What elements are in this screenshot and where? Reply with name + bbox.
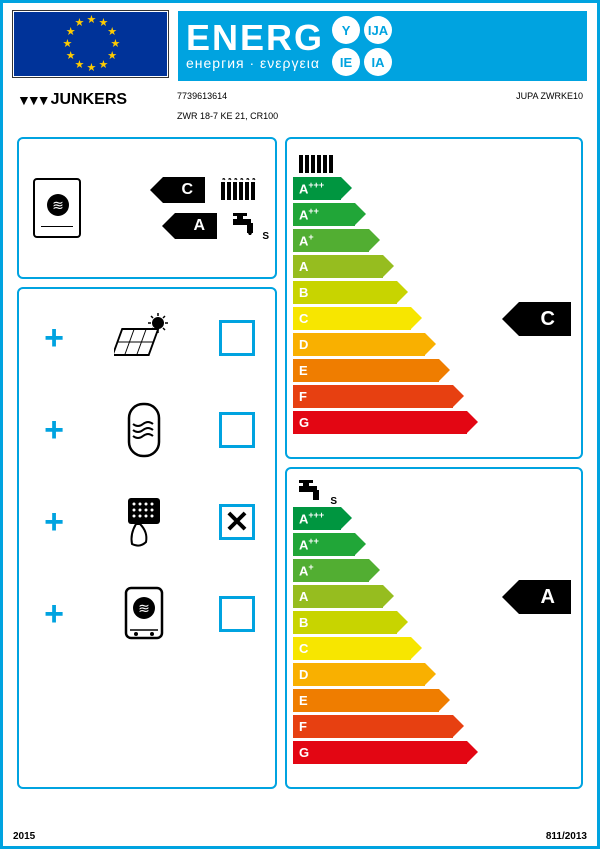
lang-circle: IA <box>364 48 392 76</box>
model-line: ZWR 18-7 KE 21, CR100 <box>177 111 583 121</box>
lang-circle: Y <box>332 16 360 44</box>
component-row: + <box>27 309 267 367</box>
efficiency-bar: F <box>293 715 453 738</box>
lang-circle: IE <box>332 48 360 76</box>
plus-icon: + <box>39 595 69 634</box>
summary-box: ≋ C A <box>17 137 277 279</box>
efficiency-bar: A+ <box>293 559 369 582</box>
components-box: +++✕+≋ <box>17 287 277 789</box>
energy-subtitle: енергия · ενεργεια <box>186 55 324 71</box>
tank-icon <box>109 401 179 459</box>
product-code: JUPA ZWRKE10 <box>516 91 583 101</box>
component-row: +≋ <box>27 585 267 643</box>
solar-icon <box>109 309 179 367</box>
footer-regulation: 811/2013 <box>546 831 587 842</box>
product-info-row: ▼▼▼ JUNKERS 7739613614 JUPA ZWRKE10 ZWR … <box>3 81 597 137</box>
efficiency-bar: D <box>293 663 425 686</box>
efficiency-bar: E <box>293 689 439 712</box>
efficiency-bar: B <box>293 611 397 634</box>
efficiency-bar: E <box>293 359 439 382</box>
footer: 2015 811/2013 <box>13 831 587 842</box>
language-circles: Y IJA IE IA <box>332 16 392 76</box>
eu-flag: ★★★★★★★★★★★★ <box>13 11 168 77</box>
component-checkbox <box>219 596 255 632</box>
energy-title-block: ENERG енергия · ενεργεια Y IJA IE IA <box>178 11 587 81</box>
brand-name: JUNKERS <box>51 91 127 109</box>
component-checkbox: ✕ <box>219 504 255 540</box>
plus-icon: + <box>39 411 69 450</box>
efficiency-bar: A+++ <box>293 507 341 530</box>
brand-logo: ▼▼▼ JUNKERS <box>17 91 127 109</box>
heating-rating-pointer: C <box>519 302 571 336</box>
radiator-icon <box>297 151 339 175</box>
efficiency-bar: A+ <box>293 229 369 252</box>
efficiency-bar: G <box>293 741 467 764</box>
boiler-icon: ≋ <box>109 585 179 643</box>
component-row: + <box>27 401 267 459</box>
efficiency-bar: C <box>293 637 411 660</box>
energy-label: ★★★★★★★★★★★★ ENERG енергия · ενεργεια Y … <box>0 0 600 849</box>
load-profile: S <box>330 496 337 507</box>
energy-title: ENERG <box>186 21 324 55</box>
heating-scale-box: A+++A++A+ABCDEFG C <box>285 137 583 459</box>
efficiency-bar: A++ <box>293 203 355 226</box>
component-row: +✕ <box>27 493 267 551</box>
water-class-badge: A <box>175 213 217 239</box>
junkers-icon: ▼▼▼ <box>17 92 47 108</box>
radiator-icon <box>219 178 261 202</box>
efficiency-bar: C <box>293 307 411 330</box>
water-scale-box: S A+++A++A+ABCDEFG A <box>285 467 583 789</box>
boiler-device-icon: ≋ <box>33 178 81 238</box>
efficiency-bar: D <box>293 333 425 356</box>
efficiency-bar: A <box>293 585 383 608</box>
component-checkbox <box>219 412 255 448</box>
plus-icon: + <box>39 503 69 542</box>
tap-icon <box>297 480 327 502</box>
article-number: 7739613614 <box>177 91 227 101</box>
tap-icon <box>231 213 261 235</box>
heating-class-badge: C <box>163 177 205 203</box>
efficiency-bar: B <box>293 281 397 304</box>
footer-year: 2015 <box>13 831 35 842</box>
lang-circle: IJA <box>364 16 392 44</box>
header: ★★★★★★★★★★★★ ENERG енергия · ενεργεια Y … <box>3 3 597 81</box>
efficiency-bar: A <box>293 255 383 278</box>
component-checkbox <box>219 320 255 356</box>
water-rating-pointer: A <box>519 580 571 614</box>
svg-text:≋: ≋ <box>138 600 150 616</box>
efficiency-bar: A++ <box>293 533 355 556</box>
control-icon <box>109 493 179 551</box>
efficiency-bar: A+++ <box>293 177 341 200</box>
efficiency-bar: F <box>293 385 453 408</box>
efficiency-bar: G <box>293 411 467 434</box>
plus-icon: + <box>39 319 69 358</box>
load-profile: S <box>262 231 269 242</box>
